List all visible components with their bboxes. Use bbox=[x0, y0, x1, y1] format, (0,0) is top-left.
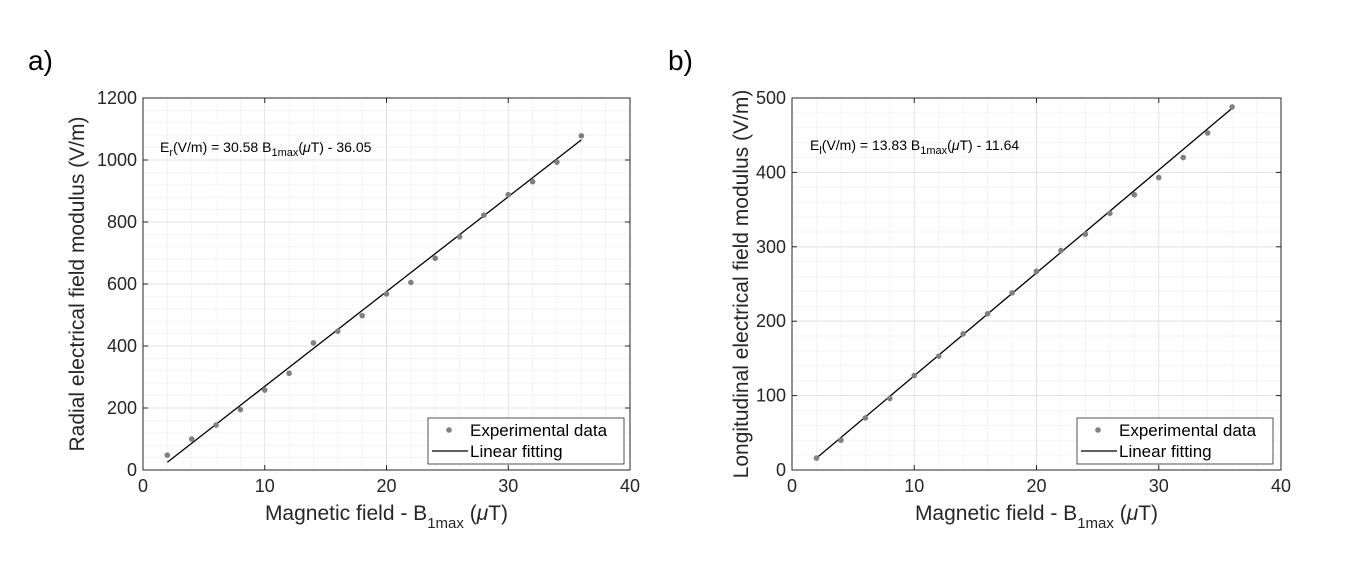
y-axis-label: Longitudinal electrical field modulus (V… bbox=[730, 90, 753, 479]
x-axis-label: Magnetic field - B1max (μT) bbox=[915, 502, 1158, 532]
x-tick-label: 10 bbox=[904, 476, 924, 496]
x-tick-label: 0 bbox=[787, 476, 797, 496]
y-tick-label: 200 bbox=[107, 398, 137, 418]
panel-label: b) bbox=[668, 45, 693, 76]
y-tick-label: 100 bbox=[756, 386, 786, 406]
x-tick-label: 40 bbox=[620, 476, 640, 496]
linear-fit-line bbox=[166, 139, 582, 463]
data-point bbox=[1082, 231, 1089, 237]
data-point bbox=[554, 159, 560, 165]
legend: Experimental data Linear fitting bbox=[427, 417, 625, 465]
data-point bbox=[456, 234, 463, 240]
legend-label-experimental: Experimental data bbox=[470, 421, 608, 440]
data-point bbox=[578, 133, 585, 139]
x-tick-label: 30 bbox=[1149, 476, 1169, 496]
data-point bbox=[164, 452, 171, 458]
legend-box bbox=[1076, 417, 1274, 465]
data-point bbox=[984, 310, 991, 317]
data-point bbox=[887, 395, 893, 402]
data-point bbox=[838, 437, 844, 444]
data-point bbox=[911, 372, 918, 379]
y-tick-label: 1000 bbox=[97, 150, 137, 170]
data-point bbox=[335, 328, 341, 334]
data-point bbox=[359, 312, 365, 319]
x-tick-label: 20 bbox=[1026, 476, 1046, 496]
legend-box bbox=[427, 417, 625, 465]
data-point bbox=[432, 255, 439, 262]
data-point bbox=[237, 406, 244, 413]
chart-panel-a: 0 10 20 30 40020040060080010001200a)Magnetic… bbox=[28, 45, 640, 532]
data-point bbox=[310, 340, 317, 346]
fit-equation: Er(V/m) = 30.58 B1max(μT) - 36.05 bbox=[160, 139, 372, 159]
data-point bbox=[862, 415, 869, 421]
data-point bbox=[1058, 247, 1064, 254]
y-tick-label: 400 bbox=[107, 336, 137, 356]
data-point bbox=[1155, 174, 1162, 181]
legend-marker-experimental bbox=[446, 427, 452, 433]
data-point bbox=[1204, 130, 1211, 136]
data-point bbox=[813, 455, 820, 461]
data-point bbox=[1107, 210, 1113, 217]
y-tick-label: 300 bbox=[756, 237, 786, 257]
legend-marker-experimental bbox=[1095, 427, 1101, 433]
legend-label-experimental: Experimental data bbox=[1119, 421, 1257, 440]
y-tick-label: 200 bbox=[756, 311, 786, 331]
legend: Experimental data Linear fitting bbox=[1076, 417, 1274, 465]
y-tick-label: 0 bbox=[776, 460, 786, 480]
data-point bbox=[286, 370, 292, 377]
data-point bbox=[1229, 104, 1235, 110]
y-tick-label: 0 bbox=[127, 460, 137, 480]
legend-label-fit: Linear fitting bbox=[470, 442, 563, 461]
data-point bbox=[261, 387, 268, 393]
data-point bbox=[408, 279, 414, 286]
data-point bbox=[505, 191, 512, 198]
data-point bbox=[188, 436, 195, 442]
x-tick-label: 0 bbox=[138, 476, 148, 496]
data-point bbox=[1033, 268, 1040, 275]
panel-label: a) bbox=[28, 45, 53, 76]
y-tick-label: 800 bbox=[107, 212, 137, 232]
y-axis-label: Radial electrical field modulus (V/m) bbox=[66, 117, 89, 452]
x-tick-label: 40 bbox=[1271, 476, 1291, 496]
y-tick-label: 500 bbox=[756, 88, 786, 108]
data-point bbox=[1180, 154, 1186, 161]
data-point bbox=[935, 353, 942, 359]
linear-fit-line bbox=[816, 107, 1233, 459]
x-axis-label: Magnetic field - B1max (μT) bbox=[265, 502, 508, 532]
data-point bbox=[1131, 191, 1138, 198]
fit-equation: El(V/m) = 13.83 B1max(μT) - 11.64 bbox=[810, 137, 1019, 157]
y-tick-label: 1200 bbox=[97, 88, 137, 108]
data-point bbox=[481, 212, 487, 218]
y-tick-label: 600 bbox=[107, 274, 137, 294]
x-tick-label: 30 bbox=[498, 476, 518, 496]
x-tick-label: 20 bbox=[376, 476, 396, 496]
data-point bbox=[213, 422, 219, 428]
x-tick-label: 10 bbox=[255, 476, 275, 496]
y-tick-label: 400 bbox=[756, 162, 786, 182]
data-point bbox=[1009, 290, 1015, 296]
legend-label-fit: Linear fitting bbox=[1119, 442, 1212, 461]
data-point bbox=[383, 291, 390, 297]
data-point bbox=[529, 178, 536, 185]
data-point bbox=[960, 331, 966, 337]
